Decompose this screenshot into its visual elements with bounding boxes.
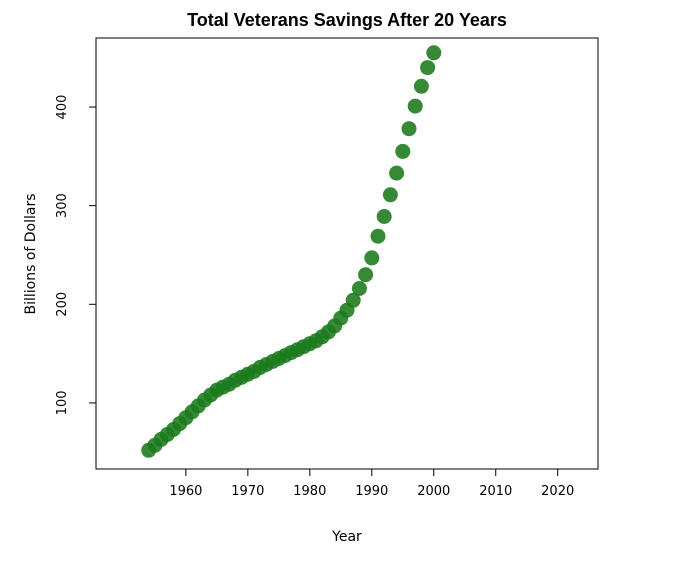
y-tick-label: 400 (55, 95, 70, 120)
data-point (413, 78, 429, 94)
x-tick-label: 1990 (355, 484, 388, 499)
data-point (370, 228, 386, 244)
y-tick-label: 200 (55, 292, 70, 317)
x-axis: 1960 1970 1980 1990 2000 2010 2020 (169, 469, 574, 499)
x-tick-label: 1980 (293, 484, 326, 499)
x-tick-label: 2020 (541, 484, 574, 499)
y-axis: 100 200 300 400 (55, 95, 96, 416)
data-point (389, 165, 405, 181)
x-tick-label: 1970 (231, 484, 264, 499)
x-axis-label: Year (331, 529, 362, 545)
data-point (351, 281, 367, 296)
data-point (401, 121, 417, 137)
data-point (420, 60, 436, 76)
data-point (382, 187, 398, 203)
data-point (426, 45, 442, 61)
x-tick-label: 2010 (479, 484, 512, 499)
plot-frame (95, 37, 599, 470)
data-points (141, 45, 442, 458)
x-tick-label: 2000 (417, 484, 450, 499)
data-point (364, 250, 380, 266)
y-axis-label: Billions of Dollars (23, 193, 39, 314)
data-point (358, 267, 374, 283)
data-point (407, 98, 423, 114)
y-tick-label: 300 (55, 193, 70, 218)
data-point (376, 209, 392, 224)
y-tick-label: 100 (55, 391, 70, 416)
chart-title: Total Veterans Savings After 20 Years (187, 10, 507, 30)
x-tick-label: 1960 (169, 484, 202, 499)
data-point (345, 292, 361, 308)
data-point (395, 143, 411, 159)
